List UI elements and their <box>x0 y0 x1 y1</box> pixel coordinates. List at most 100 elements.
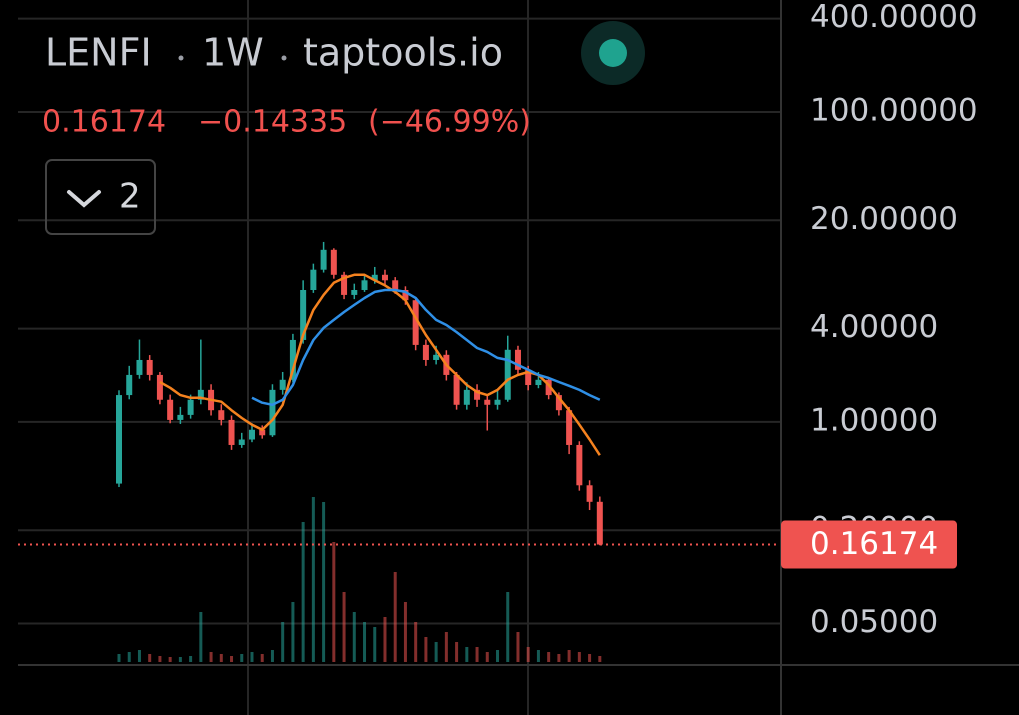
candle-body <box>392 280 399 290</box>
candle-body <box>576 444 583 486</box>
volume-bar <box>158 656 162 662</box>
volume-bar <box>547 652 551 662</box>
candle-body <box>463 389 470 405</box>
volume-bar <box>332 542 336 662</box>
y-tick-label: 1.00000 <box>810 402 938 438</box>
candle-body <box>361 280 368 290</box>
candle-body <box>330 249 337 275</box>
volume-bar <box>598 656 602 662</box>
volume-bar <box>455 642 459 662</box>
volume-bar <box>250 652 254 662</box>
volume-bar <box>434 642 438 662</box>
volume-bar <box>260 654 264 662</box>
candle-body <box>514 349 521 370</box>
volume-bar <box>424 637 428 662</box>
candle-body <box>566 410 573 445</box>
candle-body <box>248 429 255 440</box>
candle-body <box>310 269 317 290</box>
symbol: LENFI <box>45 31 152 75</box>
last-price: 0.16174 <box>18 520 957 569</box>
candle-body <box>320 249 327 270</box>
candle-body <box>433 354 440 360</box>
last-price-header: 0.16174 <box>42 105 166 140</box>
candle-body <box>453 374 460 405</box>
indicator-toggle[interactable] <box>45 159 156 235</box>
separator <box>178 55 184 61</box>
volume-bar <box>475 647 479 662</box>
change-pct: (−46.99%) <box>368 105 531 140</box>
volume-bar <box>383 617 387 662</box>
candle-body <box>484 399 491 405</box>
candle-body <box>126 374 133 396</box>
candle-body <box>504 349 511 400</box>
candle-body <box>545 379 552 396</box>
volume-bar <box>189 656 193 662</box>
volume-bar <box>444 632 448 662</box>
candle-body <box>167 399 174 420</box>
volume-bar <box>403 602 407 662</box>
volume-bar <box>127 652 131 662</box>
volume-bar <box>373 627 377 662</box>
volume-bar <box>219 654 223 662</box>
volume-bar <box>270 650 274 662</box>
change: −0.14335 <box>198 105 347 140</box>
candle-body <box>146 359 153 375</box>
volume-bar <box>526 647 530 662</box>
volume-bar <box>240 654 244 662</box>
last-price-label: 0.16174 <box>810 526 938 562</box>
volume-bar <box>322 502 326 662</box>
volume-bar <box>496 650 500 662</box>
candle-body <box>402 289 409 301</box>
candle-body <box>586 485 593 502</box>
candle-body <box>351 289 358 295</box>
candle-body <box>596 501 603 545</box>
indicator-count: 2 <box>119 177 141 217</box>
candle-body <box>422 344 429 360</box>
candle-body <box>279 379 286 390</box>
candle-body <box>218 410 225 420</box>
y-tick-label: 0.05000 <box>810 604 938 640</box>
volume-bar <box>178 657 182 662</box>
volume-bar <box>137 650 141 662</box>
candle-body <box>259 429 266 436</box>
candle-body <box>525 369 532 386</box>
y-tick-label: 4.00000 <box>810 309 938 345</box>
candle-body <box>341 274 348 295</box>
volume-bar <box>311 497 315 662</box>
volume-bar <box>516 632 520 662</box>
candle-body <box>381 274 388 281</box>
candle-body <box>177 414 184 420</box>
volume-bar <box>281 622 285 662</box>
volume-bar <box>363 622 367 662</box>
volume-bar <box>536 650 540 662</box>
chevron <box>67 190 101 208</box>
volume-bar <box>567 650 571 662</box>
separator <box>281 55 287 61</box>
y-tick-label: 20.00000 <box>810 201 958 237</box>
volume-bar <box>117 654 121 662</box>
volume-bar <box>301 522 305 662</box>
last-price-badge <box>781 520 957 569</box>
volume-bar <box>414 622 418 662</box>
volume-bar <box>342 592 346 662</box>
volume-pane <box>117 497 602 662</box>
moving-average-line <box>251 288 601 407</box>
candle-body <box>116 395 122 484</box>
candle-body <box>412 300 419 345</box>
volume-bar <box>506 592 510 662</box>
candle-body <box>228 419 235 445</box>
volume-bar <box>465 647 469 662</box>
volume-bar <box>485 652 489 662</box>
volume-bar <box>577 652 581 662</box>
candle-body <box>494 399 501 405</box>
header: LENFI 1W taptools.io 0.16174 −0.14335 (−… <box>42 21 645 235</box>
candle-body <box>474 389 481 400</box>
candle-body <box>269 389 276 436</box>
volume-bar <box>209 652 213 662</box>
candle-body <box>156 374 163 400</box>
grid <box>18 17 780 625</box>
volume-bar <box>393 572 397 662</box>
candle-body <box>197 389 204 400</box>
